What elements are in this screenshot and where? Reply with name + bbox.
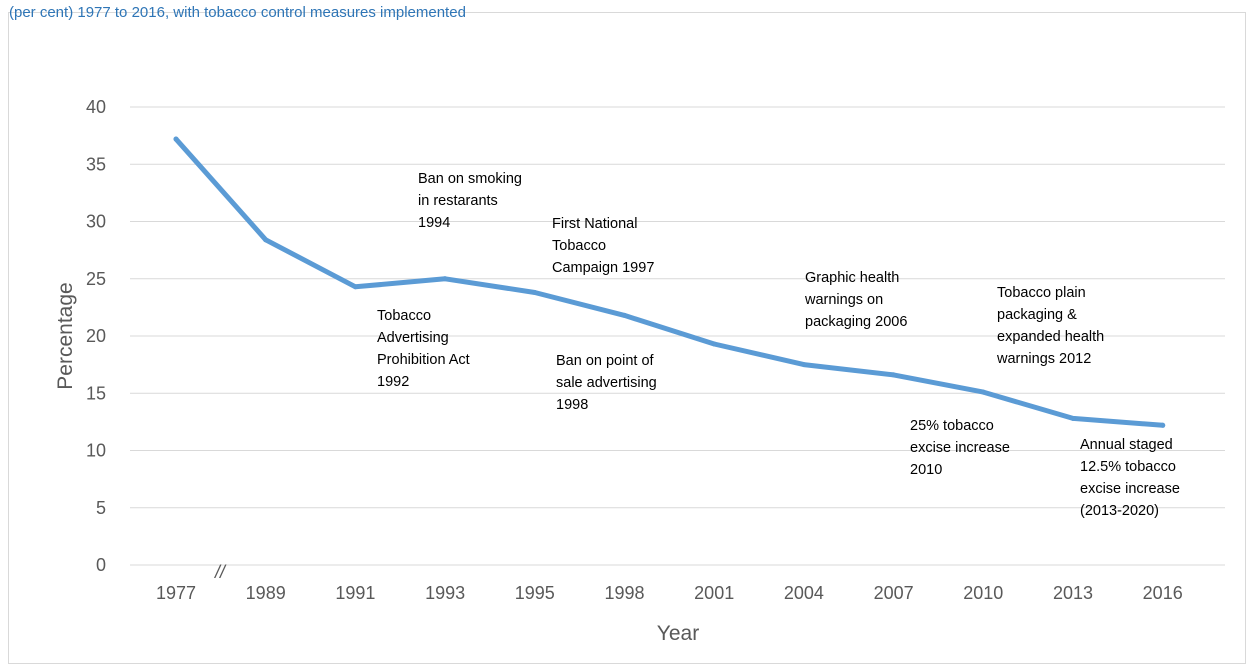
data-point bbox=[1070, 415, 1076, 421]
y-tick-label: 15 bbox=[86, 383, 106, 403]
x-tick-label: 2010 bbox=[963, 583, 1003, 603]
annotation-line: Tobacco bbox=[377, 308, 431, 324]
figure-caption: (per cent) 1977 to 2016, with tobacco co… bbox=[9, 4, 466, 21]
annotation: Tobacco plain packaging & expanded health w… bbox=[996, 285, 1104, 367]
x-axis-label: Year bbox=[657, 622, 699, 645]
x-tick-label: 1977 bbox=[156, 583, 196, 603]
data-point bbox=[532, 289, 538, 295]
x-tick-label: 2013 bbox=[1053, 583, 1093, 603]
annotation-line: packaging 2006 bbox=[805, 314, 907, 330]
annotation-line: Prohibition Act bbox=[377, 352, 470, 368]
y-tick-labels: 0 5 10 15 20 25 30 35 40 bbox=[86, 97, 106, 575]
x-tick-label: 1995 bbox=[515, 583, 555, 603]
x-tick-label: 1989 bbox=[246, 583, 286, 603]
data-point bbox=[891, 372, 897, 378]
gridlines bbox=[130, 106, 1225, 566]
annotation-line: Ban on point of bbox=[556, 353, 655, 369]
annotation-line: 12.5% tobacco bbox=[1080, 459, 1176, 475]
annotation-line: Tobacco bbox=[552, 238, 606, 254]
annotation-line: Campaign 1997 bbox=[552, 260, 654, 276]
annotation-line: expanded health bbox=[997, 329, 1104, 345]
data-point bbox=[263, 237, 269, 243]
annotation: Ban on smoking in restarants 1994 bbox=[418, 171, 522, 231]
annotation-line: 25% tobacco bbox=[910, 418, 994, 434]
annotation-line: warnings 2012 bbox=[996, 351, 1091, 367]
data-point bbox=[1160, 422, 1166, 428]
annotations: Ban on smoking in restarants 1994 First Nat… bbox=[377, 171, 1180, 519]
y-tick-label: 30 bbox=[86, 212, 106, 232]
axis-break-mark: // bbox=[213, 562, 227, 582]
annotation: Annual staged 12.5% tobacco excise increas… bbox=[1080, 437, 1180, 519]
y-tick-label: 20 bbox=[86, 326, 106, 346]
y-tick-label: 25 bbox=[86, 269, 106, 289]
annotation-line: (2013-2020) bbox=[1080, 503, 1159, 519]
annotation-line: in restarants bbox=[418, 193, 498, 209]
annotation-line: Ban on smoking bbox=[418, 171, 522, 187]
x-tick-label: 1991 bbox=[335, 583, 375, 603]
annotation-line: 1998 bbox=[556, 397, 588, 413]
x-tick-label: 2004 bbox=[784, 583, 824, 603]
annotation-line: excise increase bbox=[910, 440, 1010, 456]
x-tick-label: 2001 bbox=[694, 583, 734, 603]
x-tick-labels: 1977 1989 1991 1993 1995 1998 2001 2004 2007 2010… bbox=[156, 583, 1183, 603]
annotation-line: excise increase bbox=[1080, 481, 1180, 497]
y-axis-label: Percentage bbox=[54, 282, 77, 389]
annotation-line: warnings on bbox=[804, 292, 883, 308]
series-line-group bbox=[173, 136, 1166, 428]
annotation-line: Tobacco plain bbox=[997, 285, 1086, 301]
series-line bbox=[173, 136, 1166, 428]
x-tick-label: 1998 bbox=[604, 583, 644, 603]
x-tick-label: 1993 bbox=[425, 583, 465, 603]
annotation: Ban on point of sale advertising 1998 bbox=[556, 353, 657, 413]
data-point bbox=[352, 284, 358, 290]
data-point bbox=[801, 362, 807, 368]
annotation-line: Advertising bbox=[377, 330, 449, 346]
annotation: 25% tobacco excise increase 2010 bbox=[910, 418, 1010, 478]
y-tick-label: 5 bbox=[96, 498, 106, 518]
annotation: Tobacco Advertising Prohibition Act 1992 bbox=[377, 308, 470, 390]
annotation: First National Tobacco Campaign 1997 bbox=[552, 216, 654, 276]
data-point bbox=[442, 276, 448, 282]
data-point bbox=[622, 312, 627, 318]
y-tick-label: 10 bbox=[86, 441, 106, 461]
annotation-line: Graphic health bbox=[805, 270, 899, 286]
y-tick-label: 0 bbox=[96, 555, 106, 575]
data-point bbox=[711, 341, 717, 347]
annotation-line: packaging & bbox=[997, 307, 1077, 323]
chart-frame: (per cent) 1977 to 2016, with tobacco co… bbox=[8, 4, 1246, 664]
annotation-line: 1992 bbox=[377, 374, 409, 390]
annotation-line: sale advertising bbox=[556, 375, 657, 391]
x-tick-label: 2016 bbox=[1143, 583, 1183, 603]
x-tick-label: 2007 bbox=[874, 583, 914, 603]
annotation: Graphic health warnings on packaging 2006 bbox=[804, 270, 907, 330]
annotation-line: First National bbox=[552, 216, 637, 232]
y-tick-label: 40 bbox=[86, 97, 106, 117]
annotation-line: Annual staged bbox=[1080, 437, 1173, 453]
y-tick-label: 35 bbox=[86, 154, 106, 174]
annotation-line: 1994 bbox=[418, 215, 450, 231]
annotation-line: 2010 bbox=[910, 462, 942, 478]
data-point bbox=[980, 389, 986, 395]
data-point bbox=[173, 136, 179, 142]
